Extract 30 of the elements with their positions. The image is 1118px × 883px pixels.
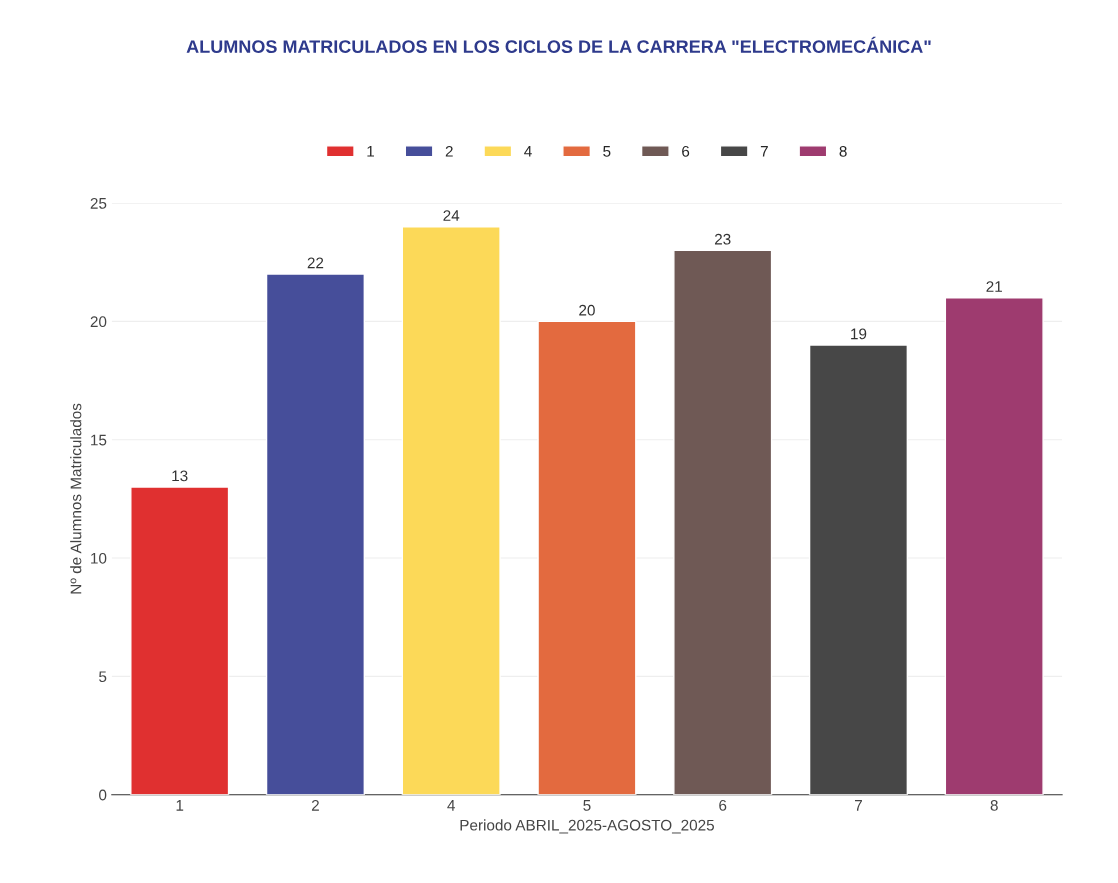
y-axis-title: Nº de Alumnos Matriculados <box>70 403 82 594</box>
x-tick-label: 5 <box>583 800 591 811</box>
data-label: 19 <box>851 328 867 340</box>
x-tick-label: 4 <box>447 800 455 811</box>
y-tick-label: 0 <box>99 789 107 801</box>
x-tick-label: 6 <box>719 799 727 811</box>
legend-label: 6 <box>682 145 690 157</box>
legend-label: 1 <box>367 146 374 157</box>
data-label: 21 <box>986 281 1002 292</box>
legend-label: 2 <box>445 145 453 157</box>
x-tick-label: 8 <box>990 799 998 811</box>
x-tick-label: 2 <box>311 799 319 811</box>
y-tick-label: 15 <box>91 434 107 446</box>
legend-label: 8 <box>839 145 847 157</box>
x-tick-label: 1 <box>176 800 184 811</box>
legend-label: 5 <box>603 146 611 157</box>
data-label: 20 <box>579 304 595 316</box>
data-label: 23 <box>714 233 731 245</box>
legend-label: 4 <box>524 146 532 157</box>
x-axis-title: Periodo ABRIL_2025-AGOSTO_2025 <box>460 819 714 834</box>
y-tick-label: 20 <box>90 316 107 328</box>
data-label: 22 <box>307 257 324 269</box>
chart-title: ALUMNOS MATRICULADOS EN LOS CICLOS DE LA CARRERA "ELECTROMECÁNICA" <box>186 36 931 53</box>
data-label: 13 <box>172 470 188 482</box>
y-tick-label: 25 <box>90 197 107 209</box>
legend-label: 7 <box>760 146 768 157</box>
x-tick-label: 7 <box>855 800 862 811</box>
y-tick-label: 5 <box>99 671 107 683</box>
y-tick-label: 10 <box>91 552 107 564</box>
data-label: 24 <box>443 210 460 221</box>
